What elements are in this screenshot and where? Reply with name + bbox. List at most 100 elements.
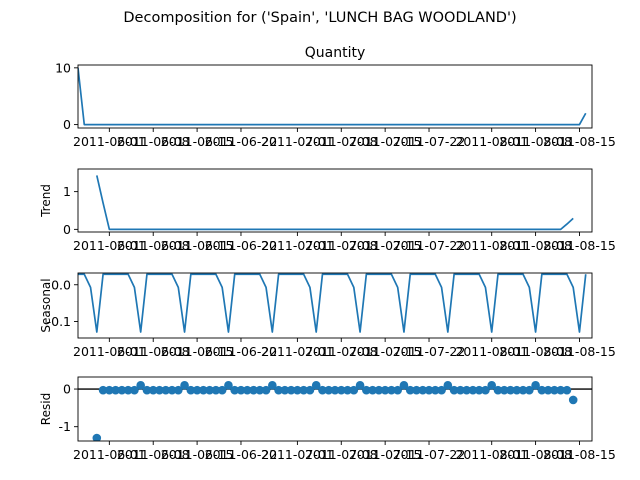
- resid-point: [506, 385, 515, 395]
- resid-point: [499, 385, 509, 395]
- resid-point: [130, 385, 139, 395]
- resid-point: [393, 385, 402, 395]
- x-tick-label: 2011-07-22: [393, 134, 466, 149]
- resid-point: [148, 385, 158, 395]
- x-tick-label: 2011-08-01: [455, 344, 528, 359]
- x-tick-label: 2011-07-22: [393, 447, 466, 462]
- resid-point: [355, 380, 365, 390]
- resid-point: [368, 385, 377, 395]
- x-tick-label: 2011-07-08: [305, 238, 378, 253]
- resid-point: [117, 385, 127, 395]
- y-tick-label: 0: [63, 222, 71, 237]
- resid-point: [242, 385, 252, 395]
- resid-point: [525, 385, 534, 395]
- resid-point: [199, 385, 208, 395]
- y-tick-label: 1: [63, 184, 71, 199]
- resid-point: [374, 385, 384, 395]
- resid-point: [493, 385, 503, 395]
- x-tick-label: 2011-07-08: [305, 134, 378, 149]
- y-tick-label: 10: [55, 60, 71, 75]
- axes-frame: [77, 168, 593, 233]
- y-axis-label: Trend: [39, 184, 53, 218]
- resid-point: [236, 385, 246, 395]
- resid-point: [305, 385, 315, 395]
- resid-point: [468, 385, 478, 395]
- x-tick-label: 2011-06-08: [117, 238, 190, 253]
- resid-point: [531, 380, 540, 390]
- x-tick-label: 2011-08-08: [499, 447, 572, 462]
- x-tick-label: 2011-08-15: [543, 238, 616, 253]
- x-tick-label: 2011-07-01: [261, 344, 334, 359]
- axes-frame: [77, 376, 593, 442]
- resid-point: [205, 385, 214, 395]
- x-tick-label: 2011-06-15: [161, 447, 234, 462]
- x-tick-label: 2011-08-15: [543, 447, 616, 462]
- x-tick-label: 2011-07-01: [261, 134, 334, 149]
- x-tick-label: 2011-06-15: [161, 344, 234, 359]
- x-tick-label: 2011-08-08: [499, 238, 572, 253]
- resid-point: [424, 385, 434, 395]
- resid-point: [136, 380, 145, 390]
- panel-observed: Quantity 0 10 2011-06-012011-06-082011-06-1…: [55, 45, 616, 149]
- x-tick-label: 2011-07-15: [349, 134, 422, 149]
- resid-point: [155, 385, 164, 395]
- trend-series-line: [95, 175, 574, 231]
- resid-point: [430, 385, 440, 395]
- resid-point: [173, 385, 183, 395]
- observed-series-line: [78, 67, 587, 126]
- x-tick-label: 2011-06-15: [161, 134, 234, 149]
- resid-point: [311, 380, 321, 390]
- resid-point: [418, 385, 428, 395]
- figure-title: Decomposition for ('Spain', 'LUNCH BAG W…: [123, 10, 516, 26]
- x-tick-label: 2011-07-08: [305, 344, 378, 359]
- resid-point: [562, 385, 572, 395]
- resid-point: [255, 385, 265, 395]
- resid-point: [474, 385, 484, 395]
- x-tick-label: 2011-07-08: [305, 447, 378, 462]
- x-tick-label: 2011-07-15: [349, 447, 422, 462]
- x-tick-label: 2011-06-22: [205, 447, 278, 462]
- resid-point: [387, 385, 396, 395]
- resid-point: [362, 385, 371, 395]
- resid-point: [92, 433, 102, 441]
- panels: Quantity0102011-06-012011-06-082011-06-1…: [39, 45, 616, 462]
- x-tick-label: 2011-06-15: [161, 238, 234, 253]
- resid-point: [105, 385, 114, 395]
- resid-point: [537, 385, 547, 395]
- resid-point: [487, 380, 497, 390]
- x-tick-label: 2011-06-08: [117, 344, 190, 359]
- panel-trend: 0 1 2011-06-012011-06-082011-06-152011-06-…: [39, 168, 616, 253]
- resid-point: [186, 385, 196, 395]
- resid-point: [512, 385, 522, 395]
- resid-point: [518, 385, 528, 395]
- resid-point: [123, 385, 133, 395]
- resid-point: [211, 385, 221, 395]
- x-tick-label: 2011-06-01: [73, 134, 146, 149]
- x-tick-label: 2011-08-01: [455, 447, 528, 462]
- x-tick-label: 2011-06-22: [205, 238, 278, 253]
- resid-point: [405, 385, 415, 395]
- resid-point: [481, 385, 490, 395]
- x-tick-label: 2011-06-08: [117, 134, 190, 149]
- resid-point: [180, 380, 189, 390]
- resid-point: [380, 385, 390, 395]
- y-tick-label: 0.0: [51, 277, 71, 292]
- axes-frame: [77, 272, 593, 339]
- resid-point: [330, 385, 340, 395]
- panel-title: Quantity: [305, 45, 366, 61]
- resid-point: [556, 385, 565, 395]
- y-tick-label: 0: [63, 382, 71, 397]
- resid-point: [261, 385, 271, 395]
- resid-point: [111, 385, 120, 395]
- resid-point: [456, 385, 465, 395]
- x-tick-label: 2011-07-01: [261, 238, 334, 253]
- x-tick-label: 2011-07-22: [393, 238, 466, 253]
- x-tick-label: 2011-06-01: [73, 447, 146, 462]
- y-axis-label: Seasonal: [39, 278, 53, 332]
- x-tick-label: 2011-07-15: [349, 344, 422, 359]
- resid-point: [142, 385, 152, 395]
- x-tick-label: 2011-07-01: [261, 447, 334, 462]
- y-tick-label: -0.1: [47, 314, 71, 329]
- resid-point: [324, 385, 334, 395]
- y-tick-label: 0: [63, 117, 71, 132]
